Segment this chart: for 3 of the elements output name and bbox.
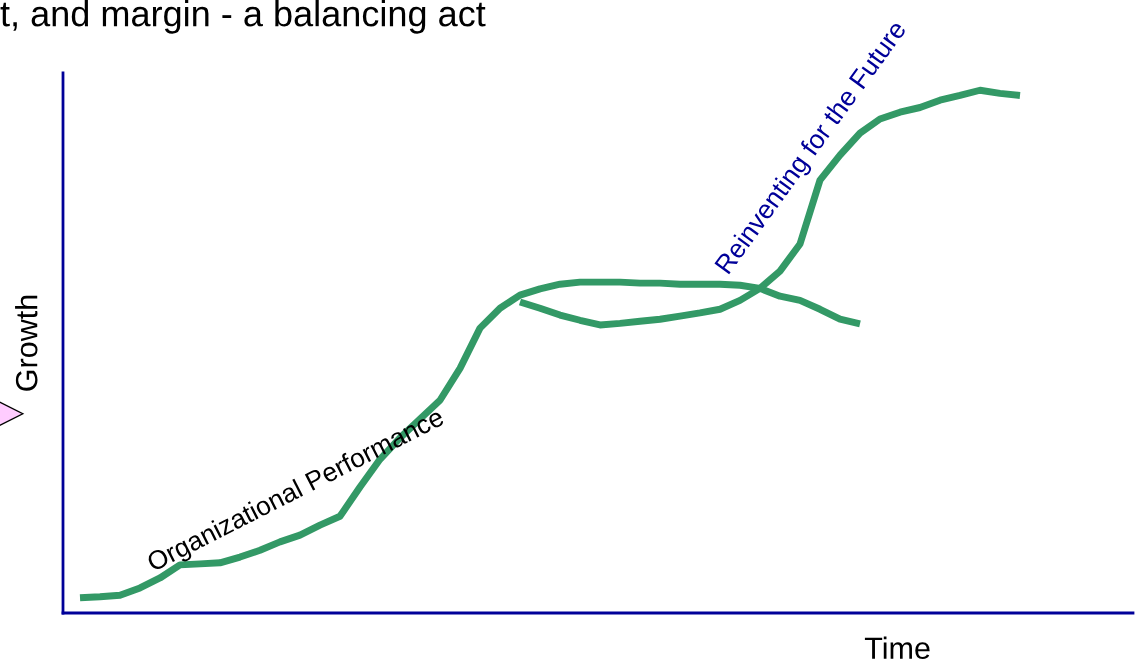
chart-title: t, and margin - a balancing act bbox=[0, 0, 486, 34]
x-axis-title: Time bbox=[864, 636, 930, 660]
y-axis-title: Growth bbox=[15, 295, 38, 391]
